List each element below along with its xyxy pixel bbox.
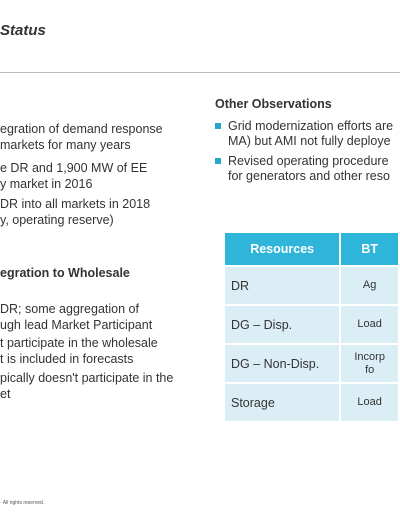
list-item: ugh lead Market Participant (0, 318, 153, 332)
list-item: pically doesn't participate in the (0, 371, 174, 385)
square-bullet-icon (215, 123, 221, 129)
resource-cell: DR (225, 265, 342, 304)
title-divider (0, 72, 400, 73)
page-title: Status (0, 22, 46, 39)
square-bullet-icon (215, 158, 221, 164)
table-row: DG – Disp. Load (225, 304, 400, 343)
copyright-footer: · All rights reserved. (0, 500, 45, 506)
value-line: fo (365, 363, 375, 376)
value-cell: Incorp fo (341, 343, 400, 382)
list-item: y, operating reserve) (0, 213, 114, 227)
section-heading: egration to Wholesale (0, 266, 130, 280)
resource-cell: DG – Non-Disp. (225, 343, 342, 382)
observation-item: Revised operating procedure for generato… (215, 154, 390, 184)
value-cell: Load (341, 382, 400, 421)
list-item: markets for many years (0, 138, 131, 152)
table-row: Storage Load (225, 382, 400, 421)
list-item: y market in 2016 (0, 177, 93, 191)
column-header: Resources (225, 233, 342, 265)
list-item: DR into all markets in 2018 (0, 197, 151, 211)
observation-text: MA) but AMI not fully deploye (228, 134, 391, 148)
observation-item: Grid modernization efforts are MA) but A… (215, 119, 393, 149)
list-item: t participate in the wholesale (0, 336, 158, 350)
observations-heading: Other Observations (215, 97, 332, 111)
table-row: DG – Non-Disp. Incorp fo (225, 343, 400, 382)
column-header: BT (341, 233, 400, 265)
list-item: egration of demand response (0, 122, 163, 136)
observation-text: Grid modernization efforts are (228, 119, 394, 133)
value-cell: Load (341, 304, 400, 343)
list-item: et (0, 387, 11, 401)
table-row: DR Ag (225, 265, 400, 304)
list-item: DR; some aggregation of (0, 302, 139, 316)
list-item: e DR and 1,900 MW of EE (0, 161, 148, 175)
list-item: t is included in forecasts (0, 352, 134, 366)
observation-text: for generators and other reso (228, 169, 390, 183)
observation-text: Revised operating procedure (228, 154, 389, 168)
table-header-row: Resources BT (225, 233, 400, 265)
value-cell: Ag (341, 265, 400, 304)
resource-cell: Storage (225, 382, 342, 421)
resource-cell: DG – Disp. (225, 304, 342, 343)
resources-table: Resources BT DR Ag DG – Disp. Load DG – … (225, 233, 400, 421)
value-line: Incorp (354, 350, 385, 363)
